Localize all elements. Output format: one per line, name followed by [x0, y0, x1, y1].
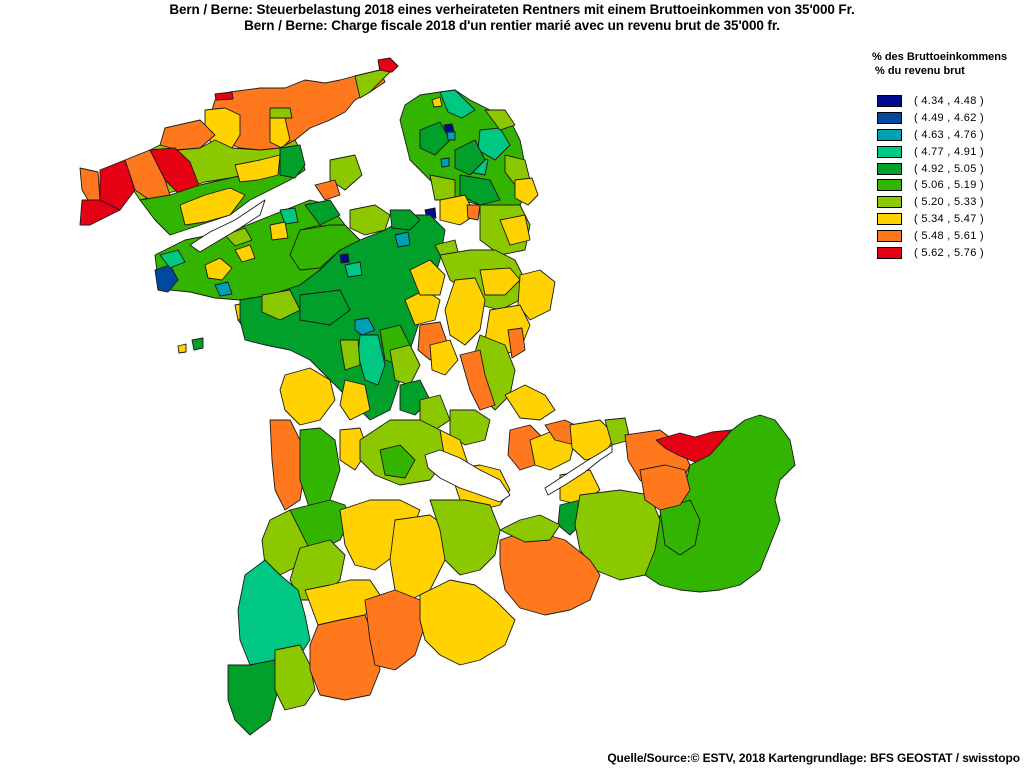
legend-range: ( 5.34 , 5.47 ) [914, 212, 984, 225]
legend-items: ( 4.34 , 4.48 ) ( 4.49 , 4.62 ) ( 4.63 ,… [872, 93, 1022, 261]
legend-item: ( 5.62 , 5.76 ) [872, 244, 1022, 261]
legend-range: ( 5.48 , 5.61 ) [914, 229, 984, 242]
region-oberaargau [399, 89, 539, 256]
legend-heading-german: % des Bruttoeinkommens [872, 51, 1008, 63]
legend-item: ( 4.92 , 5.05 ) [872, 160, 1022, 177]
map-title-french: Bern / Berne: Charge fiscale 2018 d'un r… [244, 18, 780, 33]
legend-swatch [877, 95, 902, 108]
legend: % des Bruttoeinkommens % du revenu brut … [872, 50, 1022, 261]
region-oberhasli [574, 414, 796, 593]
legend-swatch [877, 196, 902, 209]
legend-swatch [877, 145, 902, 158]
region-jura [79, 57, 399, 236]
legend-item: ( 5.20 , 5.33 ) [872, 194, 1022, 211]
legend-range: ( 4.77 , 4.91 ) [914, 145, 984, 158]
legend-item: ( 5.34 , 5.47 ) [872, 211, 1022, 228]
legend-item: ( 4.34 , 4.48 ) [872, 93, 1022, 110]
legend-range: ( 4.49 , 4.62 ) [914, 112, 984, 125]
legend-heading-french: % du revenu brut [875, 65, 965, 77]
legend-item: ( 4.49 , 4.62 ) [872, 110, 1022, 127]
legend-swatch [877, 246, 902, 259]
legend-swatch [877, 179, 902, 192]
region-oberland-west [227, 499, 601, 736]
legend-range: ( 4.34 , 4.48 ) [914, 95, 984, 108]
legend-item: ( 5.48 , 5.61 ) [872, 227, 1022, 244]
legend-item: ( 4.77 , 4.91 ) [872, 143, 1022, 160]
region-mittelland [239, 204, 461, 511]
legend-range: ( 5.20 , 5.33 ) [914, 196, 984, 209]
region-emmental [434, 249, 556, 476]
legend-range: ( 5.06 , 5.19 ) [914, 179, 984, 192]
legend-swatch [877, 128, 902, 141]
map-title-german: Bern / Berne: Steuerbelastung 2018 eines… [169, 2, 855, 17]
region-seeland [154, 199, 346, 354]
legend-swatch [877, 112, 902, 125]
source-credit: Quelle/Source:© ESTV, 2018 Kartengrundla… [607, 751, 1020, 765]
legend-swatch [877, 229, 902, 242]
legend-item: ( 4.63 , 4.76 ) [872, 127, 1022, 144]
legend-range: ( 4.63 , 4.76 ) [914, 128, 984, 141]
legend-range: ( 5.62 , 5.76 ) [914, 246, 984, 259]
legend-range: ( 4.92 , 5.05 ) [914, 162, 984, 175]
legend-swatch [877, 162, 902, 175]
legend-item: ( 5.06 , 5.19 ) [872, 177, 1022, 194]
legend-swatch [877, 212, 902, 225]
